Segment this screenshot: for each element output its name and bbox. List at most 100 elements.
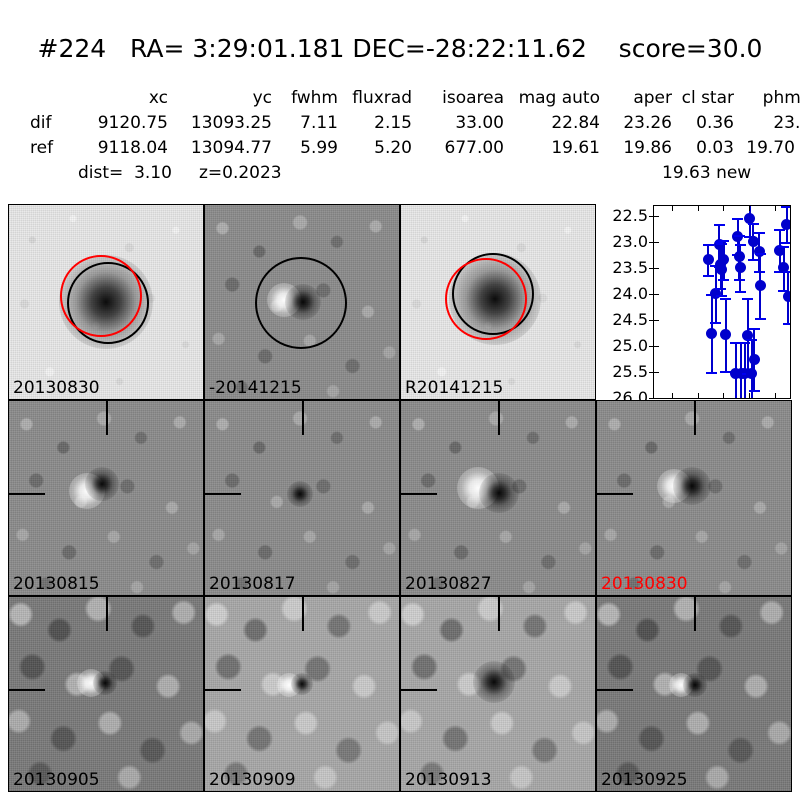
data-point[interactable] xyxy=(734,261,746,273)
cell-ref-cl-star: 0.03 xyxy=(696,138,734,158)
data-point[interactable] xyxy=(782,291,790,303)
y-axis-tick xyxy=(649,294,654,296)
residual-negative xyxy=(473,661,515,703)
cell-dif-mag-auto: 22.84 xyxy=(551,113,600,133)
row-label-ref: ref xyxy=(30,138,54,158)
data-point[interactable] xyxy=(748,353,760,365)
lightcurve-plot[interactable]: 22.523.023.524.024.525.025.526.0-100-500… xyxy=(612,205,791,419)
stamp-label: 20130913 xyxy=(405,770,492,790)
stamp-image xyxy=(9,401,203,595)
errorbar-cap-upper xyxy=(748,327,760,330)
y-axis-tick-inner xyxy=(654,216,659,218)
stamp-label: 20130925 xyxy=(601,770,688,790)
data-point[interactable] xyxy=(753,246,765,258)
stamp-difference-20141215[interactable]: -20141215 xyxy=(204,204,400,400)
errorbar-cap-lower xyxy=(702,275,714,278)
errorbar-cap-lower xyxy=(782,322,790,325)
crosshair-tick-top xyxy=(302,597,304,631)
cell-dif-isoarea: 33.00 xyxy=(455,113,504,133)
lightcurve-panel[interactable]: 22.523.023.524.024.525.025.526.0-100-500… xyxy=(596,204,792,419)
errorbar-cap-lower xyxy=(753,271,765,274)
errorbar-cap-lower xyxy=(778,289,790,292)
data-point[interactable] xyxy=(702,253,714,265)
y-axis-tick xyxy=(649,320,654,322)
distance-redshift-line: dist= 3.10 z=0.2023 xyxy=(78,163,282,183)
errorbar-cap-upper xyxy=(702,243,714,246)
data-point[interactable] xyxy=(774,244,786,256)
stamp-label: 20130830 xyxy=(13,378,100,398)
column-header-mag-auto: mag auto xyxy=(518,88,600,108)
cell-ref-aper: 19.86 xyxy=(623,138,672,158)
stamp-new-20130830[interactable]: 20130830 xyxy=(8,204,204,400)
x-axis-tick xyxy=(748,393,750,398)
aperture-circle-reference xyxy=(255,257,347,349)
errorbar-cap-upper xyxy=(778,245,790,248)
cell-ref-isoarea: 677.00 xyxy=(444,138,504,158)
data-point[interactable] xyxy=(733,251,745,263)
y-axis-label: 24.5 xyxy=(612,310,648,330)
y-axis-label: 25.5 xyxy=(612,362,648,382)
stamp-image xyxy=(205,597,399,791)
crosshair-tick-top xyxy=(302,401,304,435)
cell-dif-yc: 13093.25 xyxy=(190,113,272,133)
x-axis-tick-top xyxy=(671,206,673,211)
stamp-image xyxy=(401,597,595,791)
y-axis-label: 25.0 xyxy=(612,336,648,356)
stamp-difference-20130913[interactable]: 20130913 xyxy=(400,596,596,792)
stamp-label: 20130909 xyxy=(209,770,296,790)
stamp-difference-20130925[interactable]: 20130925 xyxy=(596,596,792,792)
y-axis-tick-inner xyxy=(654,294,659,296)
residual-negative xyxy=(287,481,313,507)
stamp-difference-20130905[interactable]: 20130905 xyxy=(8,596,204,792)
data-point[interactable] xyxy=(746,367,757,379)
cell-dif-fluxrad: 2.15 xyxy=(374,113,412,133)
column-header-isoarea: isoarea xyxy=(442,88,504,108)
crosshair-tick-top xyxy=(694,401,696,435)
cell-dif-phmag: 23.42 xyxy=(773,113,800,133)
errorbar-cap-upper xyxy=(720,298,732,301)
data-point[interactable] xyxy=(781,218,790,230)
stamp-grid: 20130830 -20141215 R20141215 xyxy=(8,204,792,792)
data-point[interactable] xyxy=(747,235,759,247)
stamp-difference-20130817[interactable]: 20130817 xyxy=(204,400,400,596)
data-point[interactable] xyxy=(716,263,728,275)
data-point[interactable] xyxy=(742,329,754,341)
data-point[interactable] xyxy=(706,327,718,339)
stamp-row-3: 20130905 20130909 20130913 xyxy=(8,596,792,792)
cell-ref-xc: 9118.04 xyxy=(97,138,168,158)
stamp-difference-20130827[interactable]: 20130827 xyxy=(400,400,596,596)
stamp-difference-20130830[interactable]: 20130830 xyxy=(596,400,792,596)
stamp-image xyxy=(401,401,595,595)
y-axis-tick-inner xyxy=(654,398,659,399)
residual-negative xyxy=(673,467,711,505)
crosshair-tick-left xyxy=(401,689,437,691)
x-axis-tick xyxy=(697,393,699,398)
stamp-image xyxy=(9,597,203,791)
data-point[interactable] xyxy=(720,329,732,341)
data-point[interactable] xyxy=(744,213,756,225)
errorbar-cap-upper xyxy=(734,243,746,246)
data-point[interactable] xyxy=(754,279,766,291)
column-header-fluxrad: fluxrad xyxy=(352,88,412,108)
crosshair-tick-top xyxy=(498,401,500,435)
errorbar-cap-lower xyxy=(754,317,766,320)
errorbar-cap-upper xyxy=(781,206,790,208)
errorbar-cap-lower xyxy=(706,372,718,375)
stamp-difference-20130909[interactable]: 20130909 xyxy=(204,596,400,792)
data-point[interactable] xyxy=(778,262,790,274)
stamp-difference-20130815[interactable]: 20130815 xyxy=(8,400,204,596)
errorbar-cap-upper xyxy=(732,217,744,220)
x-axis-tick xyxy=(774,393,776,398)
header-rowlabel xyxy=(30,86,76,111)
crosshair-tick-left xyxy=(205,493,241,495)
data-point[interactable] xyxy=(730,367,742,379)
data-point[interactable] xyxy=(718,253,730,265)
stamp-reference-20141215[interactable]: R20141215 xyxy=(400,204,596,400)
cell-ref-phmag: 19.70ref xyxy=(734,136,800,161)
data-point[interactable] xyxy=(710,287,722,299)
x-axis-tick xyxy=(723,393,725,398)
column-header-aper: aper xyxy=(633,88,672,108)
errorbar-cap-upper xyxy=(733,235,745,238)
column-header-yc: yc xyxy=(252,88,272,108)
cell-dif-xc: 9120.75 xyxy=(97,113,168,133)
